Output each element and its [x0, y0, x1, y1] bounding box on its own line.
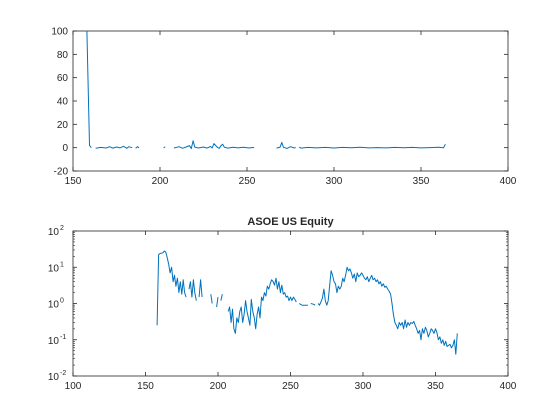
y-tick-label: 100 [51, 27, 68, 38]
series-line-segment [135, 146, 140, 149]
y-tick-exponent: 2 [60, 225, 64, 232]
series-line-segment [198, 279, 203, 298]
y-tick-label: 40 [57, 97, 69, 108]
x-tick-label: 100 [65, 381, 82, 392]
x-tick-label: 150 [137, 381, 154, 392]
x-tick-label: 300 [326, 176, 343, 187]
x-tick-label: 350 [427, 381, 444, 392]
series-line-segment [276, 141, 296, 149]
y-tick-label: 10 [48, 372, 60, 383]
series-line-segment [216, 297, 219, 308]
y-tick-label: 10 [48, 300, 60, 311]
series-line-segment [188, 279, 197, 301]
chart-title: ASOE US Equity [247, 216, 334, 228]
series-line-segment [298, 143, 446, 149]
y-tick-label: -20 [54, 167, 69, 178]
series-line-segment [95, 145, 133, 149]
series-line-segment [317, 266, 458, 355]
axes-box [72, 230, 509, 377]
y-tick-label: 10 [48, 336, 60, 347]
y-tick-exponent: 0 [60, 298, 64, 305]
y-tick-exponent: -1 [60, 334, 66, 341]
y-tick-exponent: 1 [60, 261, 64, 268]
series-line-segment [310, 303, 316, 306]
y-tick-label: 80 [57, 50, 69, 61]
series-line-segment [163, 146, 166, 149]
series-line-segment [227, 277, 297, 334]
x-tick-label: 150 [65, 176, 82, 187]
series-line-segment [86, 30, 92, 148]
y-tick-label: 60 [57, 73, 69, 84]
x-tick-label: 350 [413, 176, 430, 187]
y-tick-label: 10 [48, 263, 60, 274]
y-tick-label: 0 [62, 143, 68, 154]
y-tick-label: 20 [57, 120, 69, 131]
series-line-segment [173, 140, 255, 150]
x-tick-label: 400 [500, 176, 517, 187]
y-tick-exponent: -2 [60, 370, 66, 377]
series-line-segment [298, 303, 308, 306]
x-tick-label: 250 [282, 381, 299, 392]
top-chart: 150 200 250 300 350 400 -20 0 20 40 60 80 100 [51, 27, 516, 188]
x-tick-label: 250 [239, 176, 256, 187]
axes-box [72, 30, 509, 172]
y-tick-label: 10 [48, 227, 60, 238]
series-line-segment [210, 294, 213, 304]
x-tick-label: 300 [355, 381, 372, 392]
x-tick-label: 400 [500, 381, 517, 392]
series-line-segment [220, 294, 223, 301]
x-tick-label: 200 [152, 176, 169, 187]
series-line-segment [156, 250, 187, 326]
x-tick-label: 200 [210, 381, 227, 392]
